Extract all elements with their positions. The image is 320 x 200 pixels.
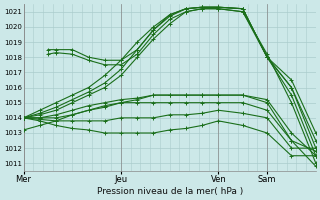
X-axis label: Pression niveau de la mer( hPa ): Pression niveau de la mer( hPa ) (97, 187, 243, 196)
